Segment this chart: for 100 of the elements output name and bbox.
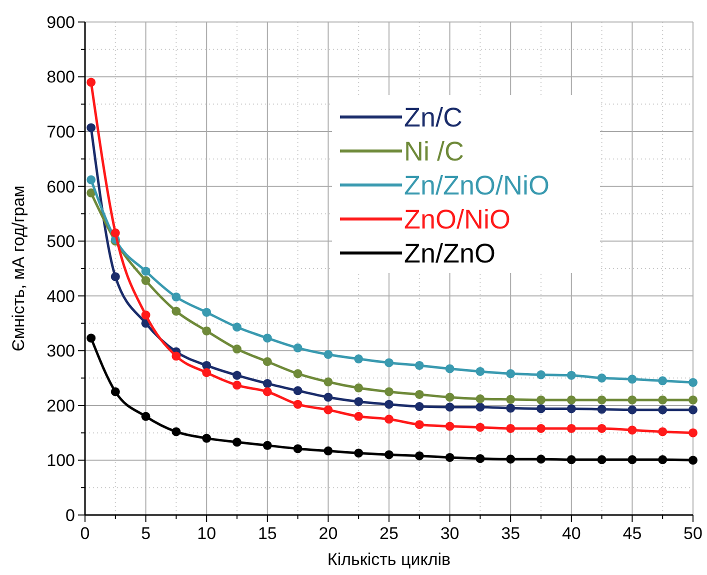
point <box>354 383 364 392</box>
point <box>628 455 637 464</box>
y-tick-label: 800 <box>46 68 75 87</box>
point <box>566 395 576 404</box>
point <box>324 350 333 359</box>
legend-label: Zn/C <box>404 102 463 132</box>
point <box>597 424 606 433</box>
x-axis-title: Кількість циклів <box>327 550 451 569</box>
point <box>506 394 516 404</box>
point <box>445 402 454 412</box>
point <box>414 390 424 399</box>
y-tick-label: 600 <box>46 177 75 196</box>
point <box>506 369 516 378</box>
x-tick-label: 35 <box>501 524 520 543</box>
point <box>658 395 668 404</box>
point <box>414 420 424 430</box>
point <box>232 344 242 354</box>
point <box>354 448 364 458</box>
point <box>688 378 698 387</box>
point <box>141 310 150 320</box>
legend-label: Zn/ZnO/NiO <box>404 170 550 200</box>
point <box>414 451 424 460</box>
legend-label: Zn/ZnO <box>404 238 496 268</box>
point <box>232 370 242 380</box>
y-tick-label: 100 <box>46 451 75 470</box>
point <box>202 434 212 443</box>
point <box>476 422 485 432</box>
legend-label: Ni /C <box>404 136 464 166</box>
point <box>172 427 181 436</box>
point <box>324 446 333 456</box>
point <box>566 404 576 414</box>
x-tick-label: 25 <box>380 524 398 543</box>
point <box>202 368 212 378</box>
point <box>324 377 333 386</box>
point <box>86 334 96 343</box>
x-tick-label: 50 <box>684 524 702 543</box>
point <box>293 369 302 378</box>
point <box>110 387 120 396</box>
point <box>354 412 364 421</box>
legend-label: ZnO/NiO <box>404 204 511 234</box>
point <box>232 438 242 447</box>
point <box>172 352 181 361</box>
point <box>597 404 606 414</box>
point <box>445 364 454 374</box>
point <box>172 306 181 316</box>
point <box>324 405 333 414</box>
point <box>566 455 576 464</box>
point <box>172 292 181 302</box>
point <box>476 402 485 412</box>
point <box>688 405 698 414</box>
point <box>354 397 364 406</box>
point <box>476 366 485 376</box>
point <box>566 370 576 380</box>
point <box>86 188 96 198</box>
point <box>293 343 302 352</box>
point <box>445 392 454 402</box>
point <box>628 405 637 414</box>
point <box>658 427 668 436</box>
point <box>262 440 272 450</box>
point <box>324 392 333 402</box>
point <box>384 387 394 396</box>
y-tick-label: 0 <box>66 506 75 525</box>
x-tick-label: 45 <box>622 524 642 543</box>
point <box>506 404 516 413</box>
x-tick-label: 10 <box>197 524 216 543</box>
y-tick-label: 300 <box>46 342 75 361</box>
point <box>536 454 546 464</box>
point <box>262 357 272 366</box>
point <box>445 452 454 462</box>
point <box>628 374 637 384</box>
point <box>141 412 150 421</box>
point <box>202 308 212 317</box>
point <box>536 370 546 380</box>
point <box>86 78 96 87</box>
point <box>445 422 454 431</box>
x-tick-label: 20 <box>318 524 338 543</box>
point <box>86 175 96 184</box>
point <box>658 376 668 386</box>
point <box>536 395 546 404</box>
y-tick-label: 500 <box>46 232 75 252</box>
point <box>293 386 302 396</box>
point <box>86 123 96 132</box>
point <box>658 405 668 414</box>
y-tick-label: 900 <box>46 12 75 32</box>
point <box>384 358 394 368</box>
point <box>476 454 485 464</box>
point <box>476 394 485 404</box>
point <box>628 426 637 435</box>
x-tick-label: 40 <box>562 524 581 543</box>
point <box>232 322 242 332</box>
point <box>688 456 698 465</box>
x-tick-label: 15 <box>258 524 277 543</box>
point <box>293 444 302 454</box>
point <box>658 455 668 464</box>
point <box>354 354 364 364</box>
point <box>293 400 302 409</box>
x-tick-label: 5 <box>141 524 151 543</box>
point <box>597 455 606 464</box>
point <box>384 414 394 424</box>
point <box>384 450 394 460</box>
